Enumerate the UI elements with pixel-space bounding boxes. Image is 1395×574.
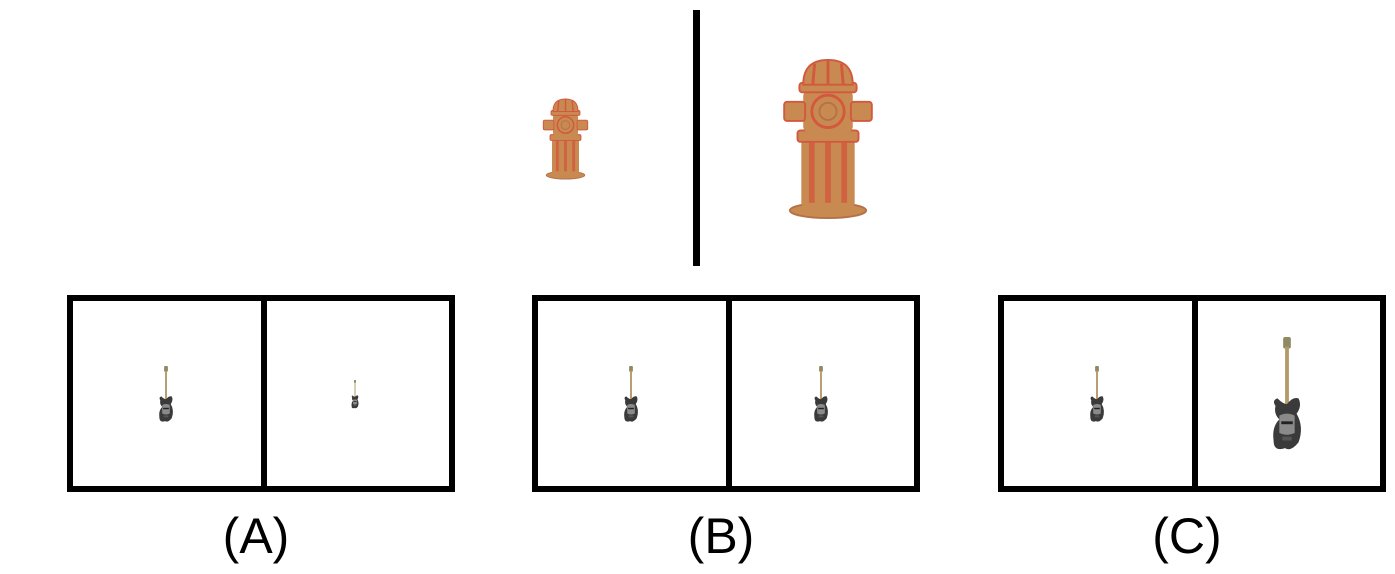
fire-hydrant-icon <box>542 98 589 180</box>
option-c-label: (C) <box>1152 508 1222 564</box>
option-b-label: (B) <box>687 508 755 564</box>
option-a-left-guitar <box>156 366 176 423</box>
bass-guitar-icon <box>159 366 173 422</box>
reference-divider <box>693 10 700 266</box>
option-a-divider <box>261 301 267 486</box>
bass-guitar-icon <box>1090 366 1104 422</box>
option-a-right-guitar <box>350 380 360 409</box>
option-a-box[interactable] <box>67 295 455 492</box>
option-c-divider <box>1192 301 1198 486</box>
bass-guitar-icon <box>814 366 828 422</box>
option-c-box[interactable] <box>998 295 1386 492</box>
option-b-right-guitar <box>811 366 831 423</box>
option-c-left-guitar <box>1087 366 1107 423</box>
option-c-right-guitar <box>1265 337 1309 452</box>
bass-guitar-icon <box>351 380 359 409</box>
option-b-left-guitar <box>621 366 641 423</box>
option-a-label: (A) <box>222 508 290 564</box>
bass-guitar-icon <box>624 366 638 422</box>
bass-guitar-icon <box>1273 337 1301 450</box>
fire-hydrant-icon <box>783 58 873 220</box>
option-b-box[interactable] <box>532 295 920 492</box>
reference-large-hydrant <box>780 58 876 220</box>
reference-small-hydrant <box>541 98 590 180</box>
option-b-divider <box>726 301 732 486</box>
